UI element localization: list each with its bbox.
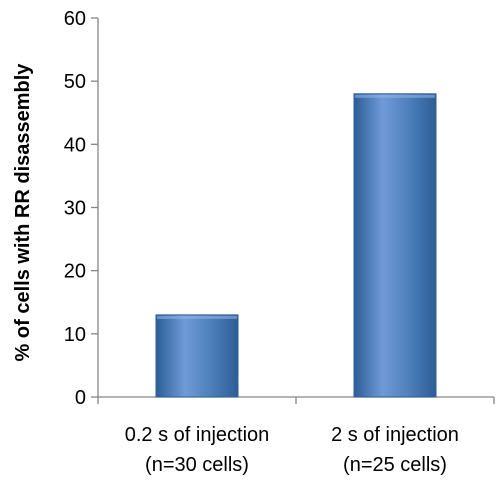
bar-1: [353, 93, 437, 398]
x-axis: [97, 396, 495, 404]
category-labels: 0.2 s of injection (n=30 cells) 2 s of inj…: [125, 424, 459, 476]
y-tick-label: 0: [75, 387, 86, 409]
category-label: 2 s of injection: [331, 424, 459, 446]
y-tick-label: 50: [64, 71, 86, 93]
bar-0: [155, 314, 239, 398]
y-tick-label: 60: [64, 8, 86, 30]
y-tick-label: 40: [64, 134, 86, 156]
y-axis-title-group: % of cells with RR disassembly: [12, 63, 34, 362]
category-label: (n=25 cells): [343, 454, 447, 476]
y-axis-title: % of cells with RR disassembly: [12, 63, 34, 362]
y-axis: 0 10 20 30 40 50 60: [64, 8, 99, 409]
bars: [155, 93, 437, 398]
category-label: 0.2 s of injection: [125, 424, 270, 446]
bar-highlight: [157, 315, 237, 319]
bar-highlight: [355, 94, 435, 98]
y-tick-label: 30: [64, 198, 86, 220]
category-label: (n=30 cells): [145, 454, 249, 476]
y-tick-label: 10: [64, 324, 86, 346]
y-tick-label: 20: [64, 261, 86, 283]
